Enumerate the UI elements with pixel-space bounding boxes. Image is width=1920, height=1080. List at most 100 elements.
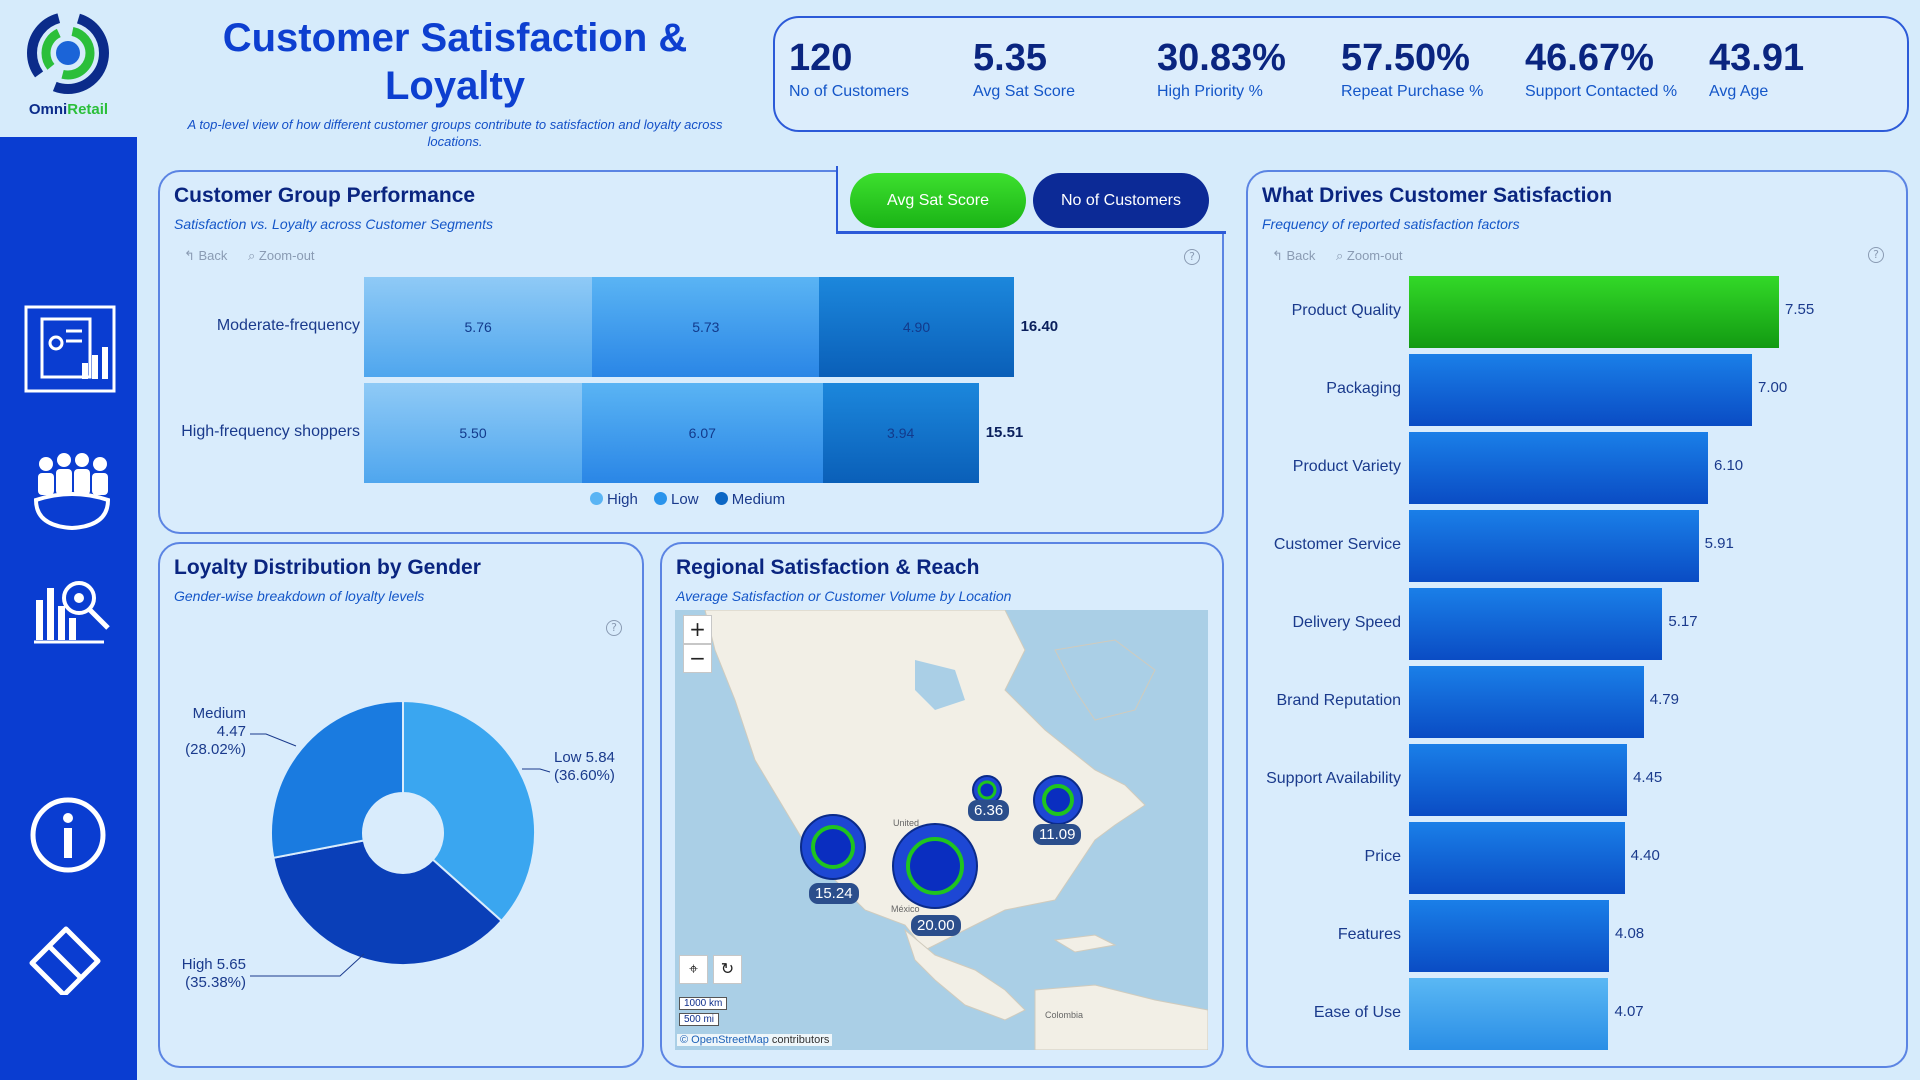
kpi-support-contacted: 46.67% Support Contacted % (1525, 37, 1678, 100)
pie-label-medium: Medium 4.47 (28.02%) (185, 705, 246, 758)
place-label: Colombia (1045, 1010, 1084, 1020)
group-legend: High Low Medium (590, 491, 785, 508)
back-button[interactable]: ↰ Back (184, 248, 228, 263)
regional-title: Regional Satisfaction & Reach (676, 556, 980, 579)
driver-value: 7.55 (1785, 301, 1815, 318)
driver-label: Delivery Speed (1292, 614, 1402, 631)
driver-value: 4.45 (1633, 769, 1663, 786)
openstreetmap-link[interactable]: © OpenStreetMap (680, 1034, 769, 1046)
pie-label-low: Low 5.84 (36.60%) (554, 749, 615, 784)
driver-label: Ease of Use (1313, 1004, 1401, 1021)
driver-value: 4.40 (1630, 847, 1660, 864)
bubble-label: 6.36 (968, 800, 1010, 821)
driver-label: Brand Reputation (1276, 692, 1401, 709)
bubble-label: 11.09 (1033, 824, 1082, 845)
regional-subtitle: Average Satisfaction or Customer Volume … (676, 588, 1012, 604)
driver-bar[interactable] (1409, 822, 1625, 894)
bar-segment-low[interactable]: 6.07 (581, 383, 823, 483)
place-label: México (891, 904, 920, 914)
driver-bar[interactable] (1409, 510, 1699, 582)
gender-panel: Loyalty Distribution by Gender Gender-wi… (158, 542, 644, 1068)
bar-total-label: 15.51 (985, 424, 1024, 441)
bar-segment-medium[interactable]: 3.94 (822, 383, 979, 483)
bar-segment-high[interactable]: 5.50 (364, 383, 582, 483)
zoom-out-button[interactable]: ⌕ Zoom-out (248, 248, 315, 263)
map-bubbles (800, 775, 1083, 909)
kpi-repeat-purchase: 57.50% Repeat Purchase % (1341, 37, 1484, 100)
gender-title: Loyalty Distribution by Gender (174, 556, 481, 579)
driver-value: 4.08 (1614, 925, 1645, 942)
help-icon[interactable]: ? (606, 620, 622, 636)
legend-low: Low (654, 491, 699, 508)
kpi-avg-age: 43.91 Avg Age (1709, 37, 1805, 100)
driver-label: Product Quality (1291, 302, 1401, 319)
customers-icon[interactable] (24, 440, 116, 531)
driver-bar[interactable] (1409, 588, 1663, 660)
dashboard-icon[interactable] (24, 305, 116, 395)
driver-label: Packaging (1326, 380, 1401, 397)
help-icon[interactable]: ? (1868, 247, 1884, 263)
map-scale-mi: 500 mi (679, 1013, 720, 1026)
zoom-in-button[interactable]: + (683, 615, 712, 644)
driver-value: 7.00 (1758, 379, 1788, 396)
kpi-avg-sat: 5.35 Avg Sat Score (973, 37, 1075, 100)
kpi-high-priority: 30.83% High Priority % (1157, 37, 1286, 100)
zoom-out-button[interactable]: ⌕ Zoom-out (1336, 248, 1403, 263)
category-label: High-frequency shoppers (181, 423, 360, 440)
driver-bar[interactable] (1409, 432, 1708, 504)
sidebar: OmniRetail (0, 0, 137, 1080)
brand-name: OmniRetail (28, 101, 109, 118)
driver-bar[interactable] (1409, 978, 1609, 1050)
driver-bar[interactable] (1409, 900, 1609, 972)
group-performance-title: Customer Group Performance (174, 184, 476, 207)
avg-sat-score-toggle[interactable]: Avg Sat Score (850, 173, 1026, 228)
pie-slice-medium[interactable] (270, 699, 404, 859)
eraser-icon[interactable] (24, 915, 116, 1005)
driver-value: 5.91 (1704, 535, 1734, 552)
info-icon[interactable] (24, 795, 116, 885)
map-attribution: © OpenStreetMap contributors (677, 1034, 833, 1046)
driver-value: 6.10 (1713, 457, 1744, 474)
page-title: Customer Satisfaction & Loyalty (222, 16, 688, 108)
pie-label-high: High 5.65 (35.38%) (181, 956, 246, 991)
driver-bar[interactable] (1409, 354, 1753, 426)
donut-chart (270, 699, 536, 966)
driver-bar[interactable] (1409, 276, 1779, 348)
bar-segment-medium[interactable]: 4.90 (819, 277, 1014, 377)
logo-swirl-icon (27, 12, 109, 94)
legend-medium: Medium (714, 491, 785, 508)
driver-bar[interactable] (1409, 744, 1628, 816)
driver-value: 4.79 (1649, 691, 1679, 708)
pie-slice-high[interactable] (272, 839, 503, 966)
regional-map[interactable]: + − ⌖ ↻ 1000 km 500 mi © OpenStreetMap c… (675, 610, 1208, 1050)
lasso-icon[interactable]: ⌖ (679, 955, 708, 984)
bubble-label: 20.00 (911, 915, 961, 936)
pie-slice-low[interactable] (402, 699, 536, 923)
help-icon[interactable]: ? (1184, 249, 1200, 265)
category-label: Moderate-frequency (216, 317, 360, 334)
analytics-icon[interactable] (24, 570, 116, 660)
bubble-label: 15.24 (809, 883, 859, 904)
map-land (704, 610, 1208, 1050)
driver-value: 5.17 (1668, 613, 1698, 630)
reset-icon[interactable]: ↻ (713, 955, 742, 984)
page-subtitle: A top-level view of how different custom… (187, 117, 723, 149)
brand-logo: OmniRetail (0, 0, 137, 137)
drivers-title: What Drives Customer Satisfaction (1262, 184, 1613, 207)
zoom-out-button[interactable]: − (683, 644, 712, 673)
pie-leader-lines (250, 733, 551, 977)
driver-label: Features (1337, 926, 1401, 943)
group-performance-subtitle: Satisfaction vs. Loyalty across Customer… (174, 216, 494, 232)
no-of-customers-toggle[interactable]: No of Customers (1033, 173, 1209, 228)
bar-segment-high[interactable]: 5.76 (364, 277, 593, 377)
gender-subtitle: Gender-wise breakdown of loyalty levels (174, 588, 425, 604)
driver-label: Customer Service (1273, 536, 1401, 553)
driver-label: Product Variety (1292, 458, 1401, 475)
driver-value: 4.07 (1614, 1003, 1644, 1020)
bar-total-label: 16.40 (1020, 318, 1059, 335)
driver-bar[interactable] (1409, 666, 1644, 738)
kpi-card: 120 No of Customers 5.35 Avg Sat Score 30.… (773, 16, 1909, 132)
driver-label: Support Availability (1266, 770, 1401, 787)
back-button[interactable]: ↰ Back (1272, 248, 1316, 263)
bar-segment-low[interactable]: 5.73 (592, 277, 820, 377)
